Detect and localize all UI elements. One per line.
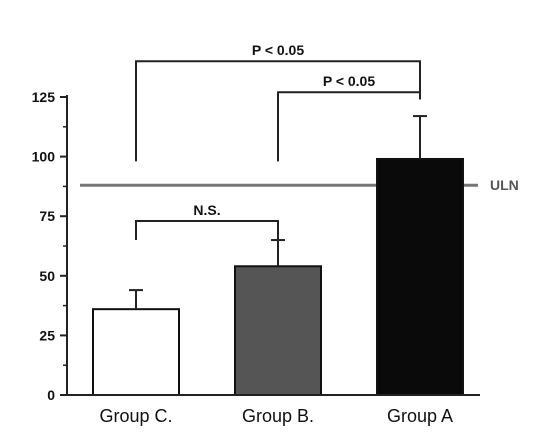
y-tick-label: 125 bbox=[32, 89, 56, 105]
bars bbox=[92, 157, 464, 396]
y-tick-label: 25 bbox=[39, 327, 55, 343]
significance-annotations: P < 0.05 P < 0.05 N.S. bbox=[135, 42, 421, 241]
significance-bracket bbox=[135, 60, 421, 162]
y-tick-label: 75 bbox=[39, 208, 55, 224]
significance-bracket bbox=[277, 91, 421, 162]
significance-label: P < 0.05 bbox=[323, 73, 376, 89]
x-category-label: Group B. bbox=[242, 406, 314, 426]
bar bbox=[92, 308, 180, 396]
x-axis: Group C. Group B. Group A bbox=[67, 394, 480, 426]
significance-bracket bbox=[135, 219, 279, 241]
uln-label: ULN bbox=[490, 177, 519, 193]
y-tick-label: 0 bbox=[47, 387, 55, 403]
significance-label: P < 0.05 bbox=[252, 42, 305, 58]
bar bbox=[376, 157, 464, 396]
y-tick-label: 100 bbox=[32, 149, 56, 165]
y-tick-label: 50 bbox=[39, 268, 55, 284]
x-category-label: Group A bbox=[387, 406, 453, 426]
significance-label: N.S. bbox=[193, 202, 220, 218]
bar bbox=[234, 265, 322, 396]
x-category-label: Group C. bbox=[99, 406, 172, 426]
y-axis: 0 25 50 75 100 125 bbox=[32, 89, 68, 403]
